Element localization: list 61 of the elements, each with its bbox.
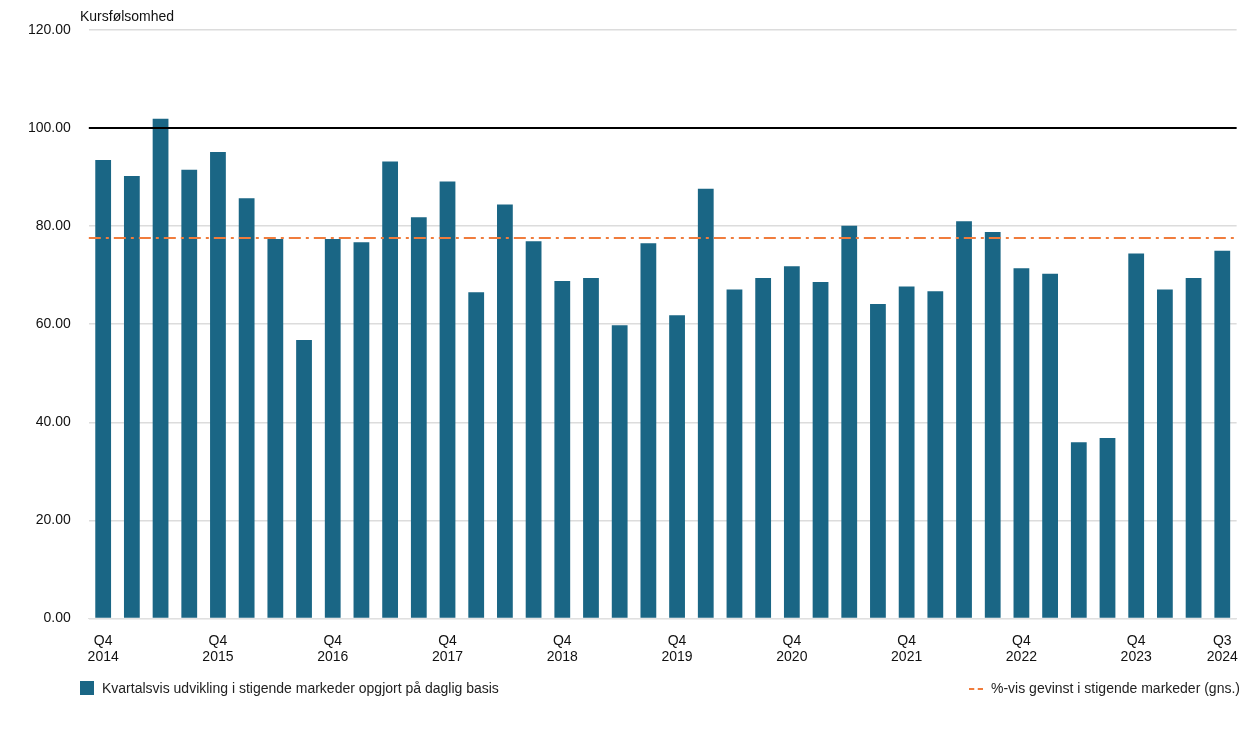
bar (841, 225, 858, 618)
bar (783, 266, 800, 618)
bar (468, 292, 485, 618)
x-tick-label: Q4 2021 (891, 631, 923, 665)
x-tick-label: Q4 2019 (661, 631, 693, 665)
x-tick-label: Q4 2017 (431, 631, 464, 665)
bar (95, 159, 112, 618)
y-tick-label: 100.00 (27, 118, 72, 135)
bar (1099, 437, 1116, 618)
bar (152, 118, 169, 618)
y-tick-label: 60.00 (35, 315, 72, 332)
y-tick-label: 120.00 (27, 20, 72, 37)
bar (267, 238, 284, 618)
x-tick-label: Q4 2020 (776, 631, 808, 665)
bar (1128, 253, 1145, 618)
y-tick-label: 0.00 (43, 609, 72, 626)
bar (210, 152, 226, 618)
x-tick-label: Q4 2022 (1005, 631, 1038, 665)
bar (525, 241, 542, 618)
x-tick-label: Q4 2018 (546, 631, 579, 665)
x-tick-label: Q4 2016 (317, 631, 349, 665)
x-tick-label: Q3 2024 (1206, 631, 1239, 665)
bar (956, 221, 972, 618)
legend-label: Kvartalsvis udvikling i stigende markeder opgjort på daglig basis (102, 680, 499, 696)
bar (1042, 273, 1058, 618)
bar (812, 282, 829, 618)
y-tick-label: 40.00 (35, 413, 72, 430)
y-tick-label: 20.00 (35, 511, 72, 528)
bar (439, 181, 456, 618)
bar (726, 289, 743, 618)
bar (410, 217, 427, 618)
x-tick-label: Q4 2023 (1120, 631, 1152, 665)
bar (123, 176, 140, 618)
bar (583, 278, 599, 618)
bar (296, 339, 312, 618)
x-tick-label: Q4 2014 (87, 631, 119, 665)
bar (1013, 268, 1030, 618)
bar (1214, 250, 1231, 618)
bar (382, 161, 399, 618)
bar (554, 281, 571, 618)
bar (1070, 442, 1087, 618)
bar (755, 278, 772, 618)
y-tick-label: 80.00 (35, 216, 72, 233)
x-tick-label: Q4 2015 (202, 631, 234, 665)
bar (181, 169, 198, 618)
bar (898, 286, 915, 618)
bar (238, 198, 255, 618)
bar (640, 243, 657, 618)
bar (324, 238, 341, 618)
y-axis-title: Kursfølsomhed (80, 7, 175, 24)
bar (497, 204, 513, 618)
bar (1157, 289, 1173, 618)
bar (1185, 278, 1202, 618)
bar (353, 242, 370, 618)
bar (697, 188, 714, 618)
bar (927, 291, 944, 618)
legend-label: %-vis gevinst i stigende markeder (gns.) (991, 680, 1240, 696)
bar (669, 315, 685, 618)
bar (870, 304, 886, 618)
bar (984, 232, 1001, 618)
bar (611, 325, 628, 618)
